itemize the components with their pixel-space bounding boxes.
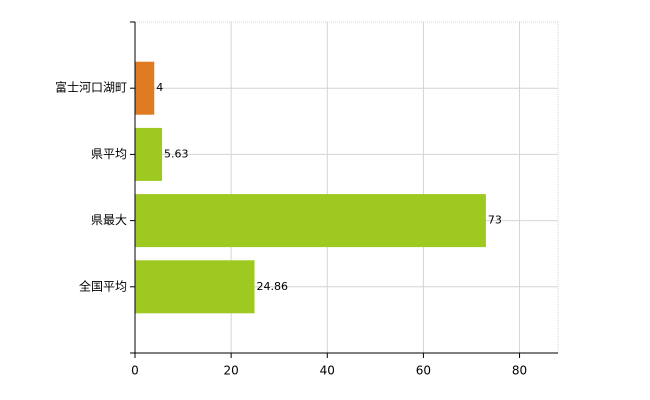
x-tick-label: 20 (223, 364, 238, 378)
value-label: 4 (156, 81, 163, 94)
x-tick-label: 0 (131, 364, 139, 378)
y-tick-label: 県最大 (91, 213, 127, 227)
bar (135, 260, 255, 314)
y-tick-label: 県平均 (91, 147, 127, 161)
y-tick-label: 富士河口湖町 (55, 80, 127, 95)
x-tick-label: 40 (320, 364, 335, 378)
x-tick-label: 80 (512, 364, 527, 378)
bar (135, 61, 155, 115)
bar (135, 194, 486, 248)
y-tick-label: 全国平均 (79, 278, 127, 293)
value-label: 5.63 (164, 147, 189, 160)
value-label: 24.86 (256, 280, 288, 293)
bar (135, 127, 163, 181)
x-tick-label: 60 (416, 364, 431, 378)
value-label: 73 (488, 214, 502, 227)
